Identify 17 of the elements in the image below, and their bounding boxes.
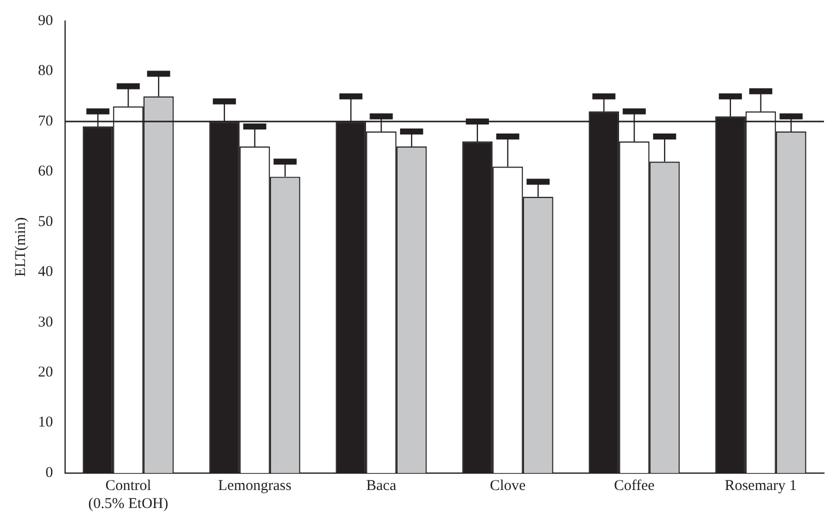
y-tick-label: 20 xyxy=(38,364,53,380)
y-tick-label: 60 xyxy=(38,164,53,180)
y-tick-label: 80 xyxy=(38,63,53,80)
y-tick-label: 40 xyxy=(38,264,53,280)
x-tick-label: Clove xyxy=(490,478,526,494)
x-tick-label: Coffee xyxy=(614,478,655,494)
x-tick-label: Control (0.5% EtOH) xyxy=(88,478,168,512)
y-tick-label: 70 xyxy=(38,113,53,130)
y-tick-label: 90 xyxy=(38,12,53,29)
y-tick-label: 10 xyxy=(38,414,53,431)
y-tick-label: 50 xyxy=(38,214,53,230)
x-tick-label: Rosemary 1 xyxy=(724,478,797,494)
y-tick-label: 30 xyxy=(38,314,53,330)
x-tick-label: Baca xyxy=(366,478,397,494)
x-tick-label: Lemongrass xyxy=(218,478,292,494)
y-tick-label: 0 xyxy=(46,464,53,481)
y-axis-title: ELT(min) xyxy=(12,217,29,277)
